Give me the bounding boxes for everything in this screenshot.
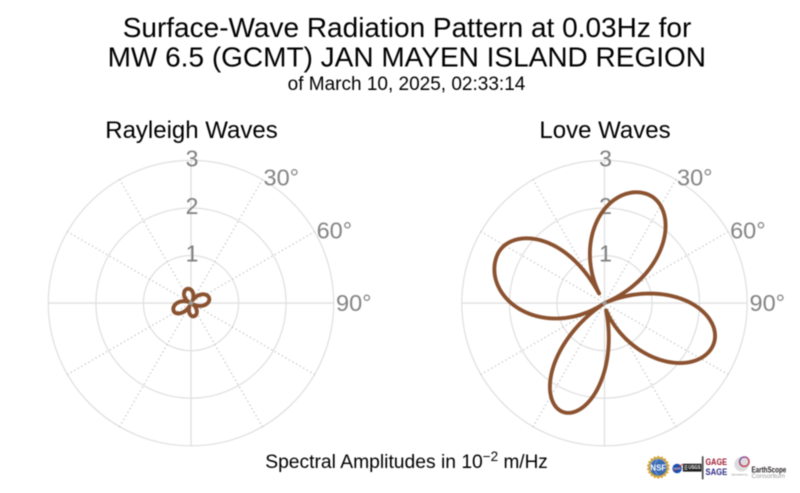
svg-text:30°: 30° (264, 164, 300, 190)
svg-text:60°: 60° (730, 217, 766, 243)
svg-text:EarthScope: EarthScope (752, 464, 787, 474)
svg-text:1: 1 (186, 241, 199, 267)
svg-text:Consortium: Consortium (752, 473, 786, 480)
svg-text:Spectral Amplitudes in 10−2 m/: Spectral Amplitudes in 10−2 m/Hz (265, 449, 548, 473)
svg-text:3: 3 (599, 146, 612, 172)
svg-text:USGS: USGS (688, 465, 700, 471)
svg-text:90°: 90° (750, 290, 786, 316)
svg-text:of March 10, 2025, 02:33:14: of March 10, 2025, 02:33:14 (288, 74, 526, 95)
svg-text:Operated by: Operated by (731, 473, 748, 477)
svg-text:MW 6.5 (GCMT) JAN MAYEN ISLAND: MW 6.5 (GCMT) JAN MAYEN ISLAND REGION (108, 42, 706, 73)
svg-text:NASA: NASA (674, 466, 681, 470)
svg-text:60°: 60° (317, 217, 353, 243)
svg-text:30°: 30° (677, 164, 713, 190)
svg-text:1: 1 (599, 241, 612, 267)
svg-text:Love Waves: Love Waves (539, 117, 670, 144)
svg-text:3: 3 (186, 146, 199, 172)
svg-text:SAGE: SAGE (706, 467, 728, 477)
svg-text:Surface-Wave Radiation Pattern: Surface-Wave Radiation Pattern at 0.03Hz… (123, 12, 692, 43)
svg-text:NSF: NSF (650, 464, 666, 473)
svg-text:90°: 90° (336, 290, 372, 316)
svg-text:GAGE: GAGE (706, 457, 728, 467)
svg-text:2: 2 (186, 193, 199, 219)
svg-text:Rayleigh Waves: Rayleigh Waves (105, 117, 278, 144)
